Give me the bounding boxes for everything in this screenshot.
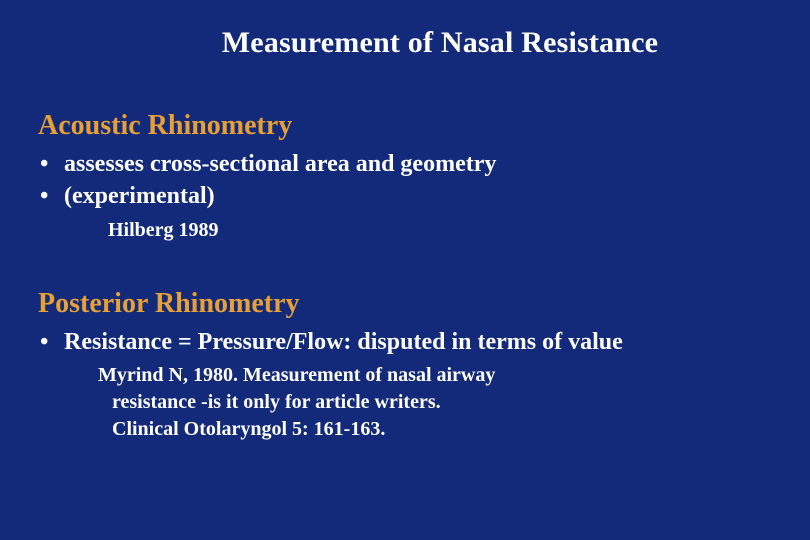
bullet-item: assesses cross-sectional area and geomet… <box>38 148 772 180</box>
section-heading-acoustic: Acoustic Rhinometry <box>38 110 772 142</box>
citation-line: resistance -is it only for article write… <box>98 389 772 416</box>
citation-line: Clinical Otolaryngol 5: 161-163. <box>98 416 772 443</box>
bullet-list-2: Resistance = Pressure/Flow: disputed in … <box>38 326 772 358</box>
bullet-item: Resistance = Pressure/Flow: disputed in … <box>38 326 772 358</box>
slide-title: Measurement of Nasal Resistance <box>38 26 772 60</box>
citation-hilberg: Hilberg 1989 <box>108 217 772 244</box>
bullet-list-1: assesses cross-sectional area and geomet… <box>38 148 772 213</box>
bullet-item: (experimental) <box>38 180 772 212</box>
citation-myrind: Myrind N, 1980. Measurement of nasal air… <box>98 362 772 443</box>
slide: Measurement of Nasal Resistance Acoustic… <box>0 0 810 540</box>
section-heading-posterior: Posterior Rhinometry <box>38 288 772 320</box>
citation-line: Myrind N, 1980. Measurement of nasal air… <box>98 362 772 389</box>
